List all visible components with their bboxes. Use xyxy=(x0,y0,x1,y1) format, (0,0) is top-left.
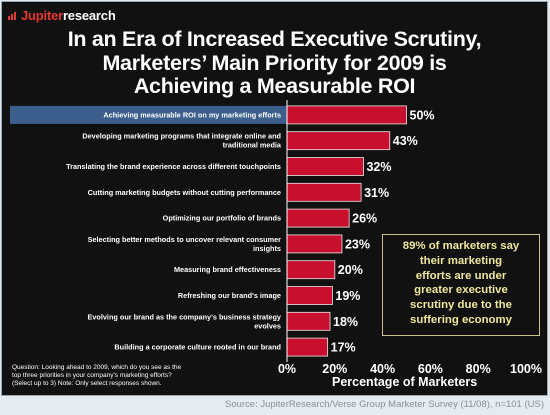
bar-value-label: 31% xyxy=(364,186,389,200)
category-label: Evolving our brand as the company's busi… xyxy=(87,312,281,321)
category-label: Translating the brand experience across … xyxy=(66,162,281,171)
bar-value-label: 32% xyxy=(366,160,391,174)
category-label: traditional media xyxy=(223,141,282,150)
category-label: Cutting marketing budgets without cuttin… xyxy=(88,188,281,197)
x-tick-label: 100% xyxy=(510,362,542,376)
bar-value-label: 20% xyxy=(338,263,363,277)
category-label: Selecting better methods to uncover rele… xyxy=(88,235,282,244)
survey-question: Question: Looking ahead to 2009, which d… xyxy=(12,364,274,388)
callout-line: greater executive xyxy=(414,284,508,297)
category-label: Building a corporate culture rooted in o… xyxy=(114,343,281,352)
bar xyxy=(286,182,362,202)
title-line: In an Era of Increased Executive Scrutin… xyxy=(67,27,482,51)
slide: Jupiterresearch In an Era of Increased E… xyxy=(1,1,548,396)
logo-text: Jupiterresearch xyxy=(21,7,116,23)
category-label: evolves xyxy=(254,321,281,330)
callout-line: their marketing xyxy=(419,254,503,267)
bar xyxy=(286,260,336,280)
bar-value-label: 17% xyxy=(331,341,356,355)
category-label: Refreshing our brand's image xyxy=(178,291,281,300)
category-label: Developing marketing programs that integ… xyxy=(82,132,281,141)
category-label: Achieving measurable ROI on my marketing… xyxy=(103,110,281,119)
x-tick-label: 40% xyxy=(370,362,395,376)
question-line: Question: Looking ahead to 2009, which d… xyxy=(12,364,182,371)
callout-line: suffering economy xyxy=(410,313,512,326)
bar-value-label: 19% xyxy=(335,289,360,303)
question-line: (Select up to 3) Note: Only select respo… xyxy=(12,380,162,387)
category-label: Measuring brand effectiveness xyxy=(174,265,281,274)
bar xyxy=(286,286,333,305)
bar xyxy=(286,234,343,254)
x-tick-label: 60% xyxy=(418,362,443,376)
bar xyxy=(286,131,391,151)
bar-value-label: 23% xyxy=(345,237,370,251)
bar xyxy=(286,311,331,331)
x-axis-label: Percentage of Marketers xyxy=(332,375,478,389)
bar-value-label: 43% xyxy=(393,134,418,148)
bar xyxy=(286,337,329,357)
callout-line: 89% of marketers say xyxy=(402,240,520,252)
jupiterresearch-logo: Jupiterresearch xyxy=(7,6,116,24)
x-tick-label: 80% xyxy=(466,362,491,376)
source-note: Source: JupiterResearch/Verse Group Mark… xyxy=(224,399,544,410)
title-line: Achieving a Measurable ROI xyxy=(133,74,416,98)
category-label: Optimizing our portfolio of brands xyxy=(163,214,281,223)
question-line: top three priorities in your company's m… xyxy=(12,372,172,379)
logo-mark-icon xyxy=(7,9,19,21)
callout-box: 89% of marketers say their marketing eff… xyxy=(382,234,540,336)
bar-value-label: 26% xyxy=(352,212,377,226)
bar xyxy=(286,157,364,176)
chart-title: In an Era of Increased Executive Scrutin… xyxy=(2,27,547,99)
bar-value-label: 50% xyxy=(410,108,435,122)
bar xyxy=(286,105,407,125)
title-line: Marketers’ Main Priority for 2009 is xyxy=(102,50,447,75)
bar-value-label: 18% xyxy=(333,315,358,329)
callout-line: scrutiny due to the xyxy=(410,299,512,312)
highlighted-row-background xyxy=(10,105,287,124)
x-tick-label: 20% xyxy=(322,362,347,376)
category-label: insights xyxy=(253,244,281,253)
bar xyxy=(286,208,350,228)
bar-chart: 50% Achieving measurable ROI on my market… xyxy=(10,100,542,376)
x-tick-label: 0% xyxy=(278,362,296,376)
callout-line: efforts are under xyxy=(415,269,507,282)
